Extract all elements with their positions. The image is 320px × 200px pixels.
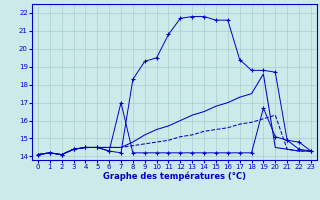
X-axis label: Graphe des températures (°C): Graphe des températures (°C) [103,172,246,181]
